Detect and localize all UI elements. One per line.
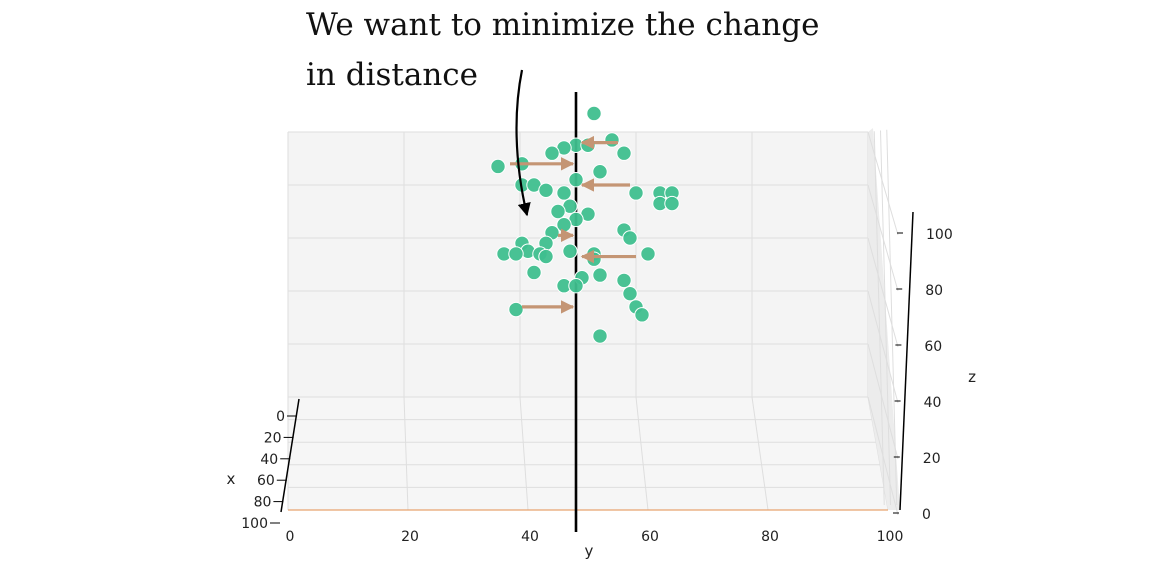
scatter-point bbox=[622, 285, 638, 302]
scatter-point bbox=[550, 203, 566, 220]
z-tick-label: 60 bbox=[924, 339, 942, 355]
scatter-point bbox=[538, 248, 554, 265]
scatter-point bbox=[526, 264, 542, 281]
scatter-point bbox=[562, 243, 578, 259]
scatter-point bbox=[544, 145, 560, 161]
z-tick-label: 20 bbox=[923, 451, 941, 467]
back-pane bbox=[287, 131, 869, 398]
scatter-point bbox=[538, 182, 554, 199]
x-axis-label: x bbox=[227, 470, 236, 488]
floor-pane bbox=[287, 396, 889, 511]
x-tick-label: 60 bbox=[257, 473, 275, 489]
scatter-point bbox=[628, 185, 644, 201]
scatter-point bbox=[592, 267, 608, 283]
annotation-text: We want to minimize the change in distan… bbox=[306, 0, 866, 100]
scatter-point bbox=[580, 137, 596, 153]
scatter-point bbox=[508, 246, 524, 262]
annotation-arrow bbox=[515, 69, 531, 217]
z-tick-label: 80 bbox=[925, 283, 943, 299]
scatter-point bbox=[556, 185, 572, 201]
y-tick-label: 60 bbox=[641, 529, 659, 545]
scatter-point bbox=[640, 246, 656, 262]
scatter-points bbox=[490, 105, 680, 344]
scatter-point bbox=[634, 307, 650, 323]
x-tick-label: 20 bbox=[264, 430, 282, 446]
scatter-point bbox=[604, 132, 620, 148]
y-axis-label: y bbox=[585, 542, 594, 560]
y-tick-label: 20 bbox=[401, 529, 419, 545]
z-tick-label: 40 bbox=[924, 395, 942, 411]
y-axis-ticks: 0 20 40 60 80 100 bbox=[286, 529, 904, 545]
y-tick-label: 100 bbox=[877, 529, 904, 545]
scatter-point bbox=[490, 158, 506, 175]
scatter-point bbox=[592, 328, 608, 344]
scatter-point bbox=[664, 195, 680, 212]
z-tick-label: 100 bbox=[926, 227, 953, 243]
scatter-point bbox=[592, 164, 608, 180]
x-tick-label: 0 bbox=[276, 409, 285, 425]
annotation-line-1: We want to minimize the change bbox=[306, 7, 820, 43]
x-tick-label: 100 bbox=[241, 516, 268, 532]
distance-arrows bbox=[510, 135, 636, 314]
z-axis-ticks: 0 20 40 60 80 100 bbox=[893, 227, 953, 523]
scatter-point bbox=[568, 172, 584, 188]
y-tick-label: 80 bbox=[761, 529, 779, 545]
annotation-line-2: in distance bbox=[306, 57, 479, 93]
x-axis-ticks: 0 20 40 60 80 100 bbox=[241, 409, 297, 532]
z-tick-label: 0 bbox=[922, 507, 931, 523]
y-tick-label: 40 bbox=[521, 529, 539, 545]
axis-lines bbox=[280, 211, 914, 513]
scatter-point bbox=[622, 230, 638, 246]
scatter-point bbox=[586, 105, 602, 122]
scatter-point bbox=[616, 145, 632, 161]
x-tick-label: 40 bbox=[260, 452, 278, 468]
scatter-point bbox=[586, 251, 602, 267]
scatter-point bbox=[616, 272, 632, 289]
scatter-point bbox=[508, 301, 524, 318]
scatter-point bbox=[568, 278, 584, 294]
right-pane bbox=[867, 128, 900, 516]
x-tick-label: 80 bbox=[254, 495, 272, 511]
z-axis-label: z bbox=[968, 368, 976, 386]
y-tick-label: 0 bbox=[286, 529, 295, 545]
annotation-pointer-arrow bbox=[515, 69, 531, 217]
